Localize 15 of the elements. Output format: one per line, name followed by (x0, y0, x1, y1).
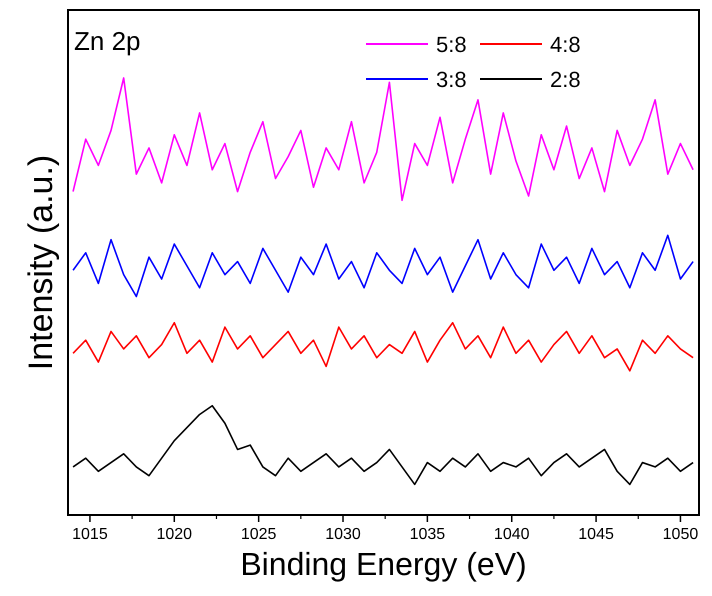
x-tick-label: 1020 (156, 526, 192, 543)
legend-label: 4:8 (550, 32, 581, 57)
x-tick-label: 1035 (410, 526, 446, 543)
x-tick-label: 1015 (72, 526, 108, 543)
x-tick-label: 1030 (325, 526, 361, 543)
text: Zn 2p (74, 26, 140, 56)
x-tick-label: 1050 (662, 526, 698, 543)
x-tick-label: 1040 (494, 526, 530, 543)
y-axis-title: Intensity (a.u.) (22, 154, 60, 370)
legend-label: 5:8 (436, 32, 467, 57)
legend-label: 2:8 (550, 67, 581, 92)
x-axis-title: Binding Energy (eV) (240, 546, 527, 582)
x-tick-label: 1025 (240, 526, 277, 543)
x-tick-label: 1045 (578, 526, 614, 543)
legend-label: 3:8 (436, 67, 467, 92)
